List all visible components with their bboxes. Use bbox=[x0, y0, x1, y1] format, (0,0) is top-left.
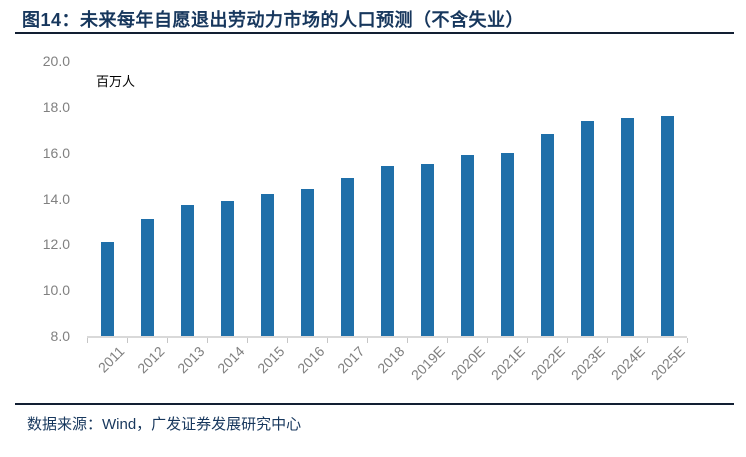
bar-2012 bbox=[140, 219, 154, 336]
bar-2011 bbox=[100, 242, 114, 336]
y-axis-tick-label: 8.0 bbox=[50, 328, 70, 344]
y-axis-tick-label: 14.0 bbox=[42, 190, 70, 207]
x-axis-label-2016: 2016 bbox=[293, 343, 328, 377]
x-axis-label-2011: 2011 bbox=[94, 343, 128, 376]
x-axis-tick-mark bbox=[407, 338, 408, 343]
bar-2015 bbox=[260, 193, 274, 336]
bar-2014 bbox=[220, 200, 234, 336]
x-axis-ticks bbox=[87, 338, 688, 343]
unit-label: 百万人 bbox=[96, 74, 136, 89]
source-note: 数据来源：Wind，广发证券发展研究中心 bbox=[27, 416, 302, 433]
x-axis-label-2018: 2018 bbox=[373, 343, 408, 377]
x-axis-tick-mark bbox=[567, 338, 568, 343]
x-axis-label-2022E: 2022E bbox=[527, 343, 568, 383]
x-axis-label-2014: 2014 bbox=[213, 343, 248, 377]
y-axis-tick-label: 12.0 bbox=[42, 236, 70, 253]
x-axis-labels: 2011 2012 2013 2014 2015 2016 2017 2018 2019E 202… bbox=[87, 343, 688, 398]
y-axis-tick-label: 18.0 bbox=[42, 98, 70, 115]
bar-2024E bbox=[620, 118, 634, 336]
bar-2016 bbox=[300, 189, 314, 336]
bar-2023E bbox=[580, 120, 594, 336]
x-axis-label-2021E: 2021E bbox=[487, 343, 528, 383]
x-axis-tick-mark bbox=[327, 338, 328, 343]
y-axis-labels: 20.0 18.0 16.0 14.0 12.0 10.0 8.0 bbox=[0, 53, 70, 344]
y-axis-tick-label: 10.0 bbox=[42, 282, 70, 299]
x-axis-label-2017: 2017 bbox=[333, 343, 368, 377]
y-axis-tick-label: 16.0 bbox=[42, 144, 70, 161]
bar-2013 bbox=[180, 205, 194, 336]
x-axis-tick-mark bbox=[167, 338, 168, 343]
x-axis-tick-mark bbox=[487, 338, 488, 343]
x-axis-label-2024E: 2024E bbox=[607, 343, 648, 383]
x-axis-label-2023E: 2023E bbox=[567, 343, 608, 383]
bar-2020E bbox=[460, 154, 474, 336]
bar-2019E bbox=[420, 164, 434, 336]
y-axis-tick-label: 20.0 bbox=[42, 53, 70, 69]
x-axis-tick-mark bbox=[647, 338, 648, 343]
x-axis-label-2013: 2013 bbox=[173, 343, 208, 377]
x-axis-label-2025E: 2025E bbox=[647, 343, 688, 383]
plot-area bbox=[87, 61, 687, 338]
bar-2021E bbox=[500, 152, 514, 336]
x-axis-tick-mark bbox=[607, 338, 608, 343]
x-axis-tick-mark bbox=[287, 338, 288, 343]
x-axis-tick-mark bbox=[127, 338, 128, 343]
x-axis-tick-mark bbox=[247, 338, 248, 343]
title-rule bbox=[15, 32, 734, 34]
x-axis-label-2020E: 2020E bbox=[447, 343, 488, 383]
x-axis-tick-mark bbox=[527, 338, 528, 343]
x-axis-tick-mark bbox=[447, 338, 448, 343]
x-axis-tick-mark bbox=[367, 338, 368, 343]
figure-title: 图14：未来每年自愿退出劳动力市场的人口预测（不含失业） bbox=[22, 10, 525, 30]
x-axis-tick-mark bbox=[207, 338, 208, 343]
x-axis-label-2019E: 2019E bbox=[407, 343, 448, 383]
bar-2025E bbox=[660, 116, 674, 336]
x-axis-tick-mark bbox=[87, 338, 88, 343]
source-rule bbox=[15, 403, 734, 405]
x-axis-tick-mark bbox=[687, 338, 688, 343]
x-axis-label-2015: 2015 bbox=[253, 343, 288, 377]
x-axis-label-2012: 2012 bbox=[133, 343, 168, 377]
bar-2022E bbox=[540, 134, 554, 336]
bar-2017 bbox=[340, 177, 354, 336]
bar-2018 bbox=[380, 166, 394, 336]
